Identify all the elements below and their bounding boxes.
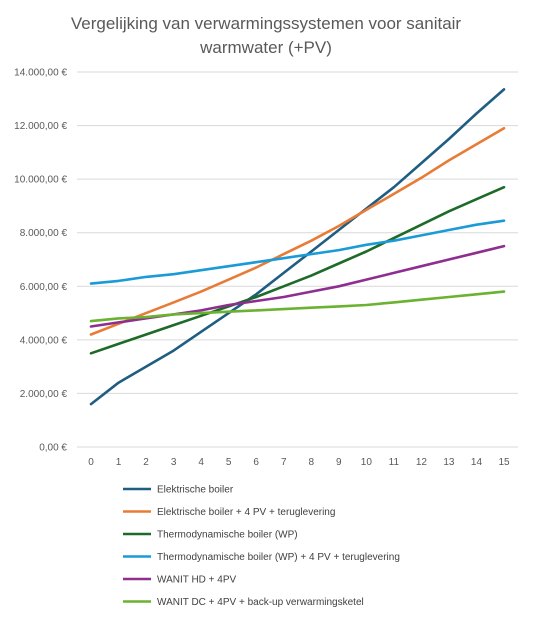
x-tick-label: 12	[416, 457, 428, 468]
x-tick-label: 15	[498, 457, 510, 468]
legend-label: Elektrische boiler	[157, 485, 234, 496]
x-tick-label: 11	[389, 457, 400, 468]
y-tick-label: 4.000,00 €	[20, 335, 68, 346]
x-tick-label: 1	[116, 457, 122, 468]
y-tick-label: 10.000,00 €	[14, 175, 67, 186]
y-tick-label: 6.000,00 €	[20, 282, 68, 293]
legend-label: WANIT HD + 4PV	[157, 575, 237, 586]
x-tick-label: 5	[226, 457, 232, 468]
x-tick-label: 6	[253, 457, 259, 468]
legend-label: WANIT DC + 4PV + back-up verwarmingskete…	[157, 597, 364, 608]
series-lines	[89, 88, 506, 406]
x-tick-label: 9	[336, 457, 342, 468]
x-tick-label: 4	[198, 457, 204, 468]
chart-title-line-2: warmwater (+PV)	[199, 38, 332, 57]
y-tick-label: 14.000,00 €	[14, 68, 67, 79]
y-axis-ticks: 0,00 € 2.000,00 € 4.000,00 € 6.000,00 € 8.00…	[14, 68, 67, 454]
legend: Elektrische boiler Elektrische boiler + 4…	[123, 485, 400, 608]
y-tick-label: 0,00 €	[39, 443, 67, 454]
legend-label: Thermodynamische boiler (WP)	[157, 530, 298, 541]
series-line-6	[89, 290, 506, 323]
x-tick-label: 10	[361, 457, 373, 468]
x-tick-label: 14	[471, 457, 483, 468]
x-tick-label: 2	[143, 457, 149, 468]
legend-label: Thermodynamische boiler (WP) + 4 PV + te…	[157, 552, 400, 563]
x-tick-label: 3	[171, 457, 177, 468]
y-tick-label: 12.000,00 €	[14, 121, 67, 132]
chart-title-line-1: Vergelijking van verwarmingssystemen voo…	[71, 14, 462, 33]
series-line-1	[89, 88, 506, 406]
x-tick-label: 7	[281, 457, 287, 468]
y-tick-label: 8.000,00 €	[20, 228, 68, 239]
series-line-3	[89, 185, 506, 355]
x-tick-label: 0	[88, 457, 94, 468]
x-tick-label: 13	[443, 457, 455, 468]
series-line-4	[89, 219, 506, 285]
y-tick-label: 2.000,00 €	[20, 389, 68, 400]
x-tick-label: 8	[308, 457, 314, 468]
legend-label: Elektrische boiler + 4 PV + terugleverin…	[157, 507, 335, 518]
series-line-2	[89, 127, 506, 336]
x-axis-ticks: 0 1 2 3 4 5 6 7 8 9 10 11 12 13 14 15	[88, 457, 510, 468]
grid-lines	[77, 71, 518, 448]
